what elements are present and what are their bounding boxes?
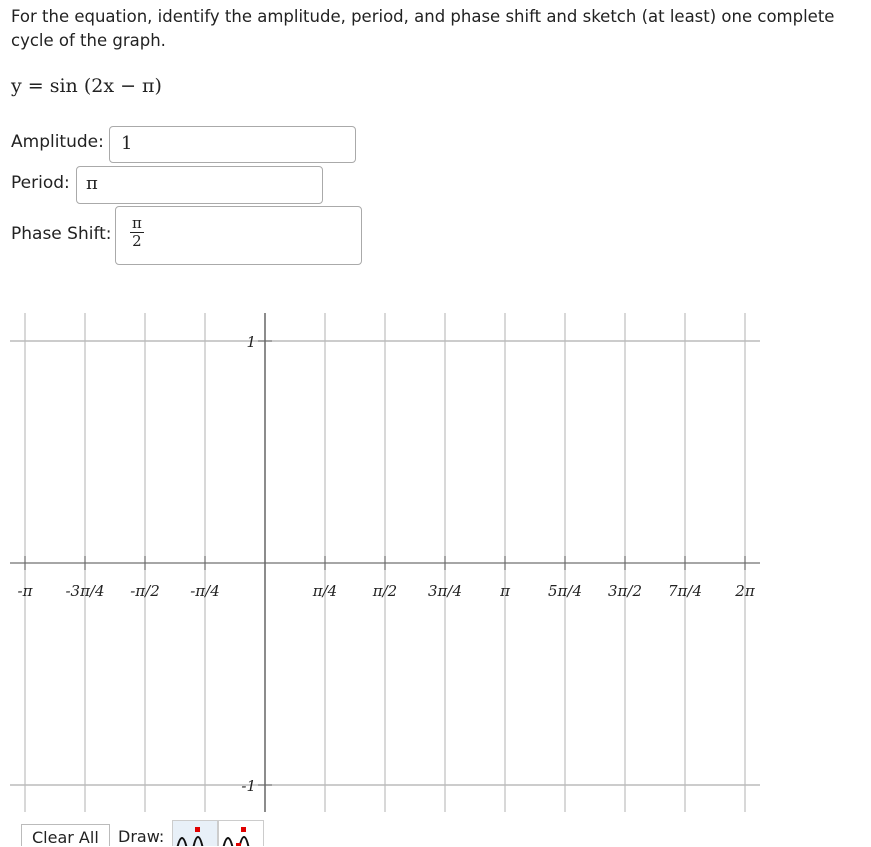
period-value: π bbox=[86, 173, 98, 194]
x-tick-label: -π bbox=[18, 582, 34, 600]
x-tick-label: π bbox=[499, 582, 511, 600]
sine-peak-icon bbox=[176, 827, 204, 846]
amplitude-input[interactable]: 1 bbox=[109, 126, 356, 163]
sine-zero-tool-button[interactable] bbox=[218, 820, 264, 846]
x-tick-label: 5π/4 bbox=[548, 582, 582, 600]
x-tick-label: -3π/4 bbox=[65, 582, 104, 600]
x-tick-label: -π/4 bbox=[190, 582, 220, 600]
y-tick-label: 1 bbox=[246, 333, 256, 351]
draw-label: Draw: bbox=[118, 827, 165, 846]
numerator: π bbox=[130, 214, 144, 233]
amplitude-value: 1 bbox=[121, 133, 133, 154]
x-tick-label: 7π/4 bbox=[668, 582, 702, 600]
phase-shift-label: Phase Shift: bbox=[11, 224, 112, 244]
x-tick-label: π/4 bbox=[312, 582, 337, 600]
x-tick-label: 2π bbox=[734, 582, 756, 600]
period-label: Period: bbox=[11, 173, 70, 193]
x-tick-label: 3π/2 bbox=[608, 582, 642, 600]
period-input[interactable]: π bbox=[76, 166, 323, 204]
equation: y = sin (2x − π) bbox=[11, 75, 162, 97]
x-tick-label: 3π/4 bbox=[428, 582, 462, 600]
sine-zero-icon bbox=[222, 827, 250, 846]
graph-canvas[interactable]: -π -3π/4 -π/2 -π/4 π/4 π/2 3π/4 π 5π/4 3π/2 7π/4 2π… bbox=[0, 300, 871, 820]
denominator: 2 bbox=[132, 232, 142, 250]
clear-all-button[interactable]: Clear All bbox=[21, 824, 110, 847]
y-tick-label: -1 bbox=[241, 777, 256, 795]
question-text: For the equation, identify the amplitude… bbox=[11, 7, 835, 50]
x-tick-label: -π/2 bbox=[130, 582, 160, 600]
x-tick-label: π/2 bbox=[372, 582, 397, 600]
sine-peak-tool-button[interactable] bbox=[172, 820, 218, 846]
amplitude-label: Amplitude: bbox=[11, 132, 104, 152]
